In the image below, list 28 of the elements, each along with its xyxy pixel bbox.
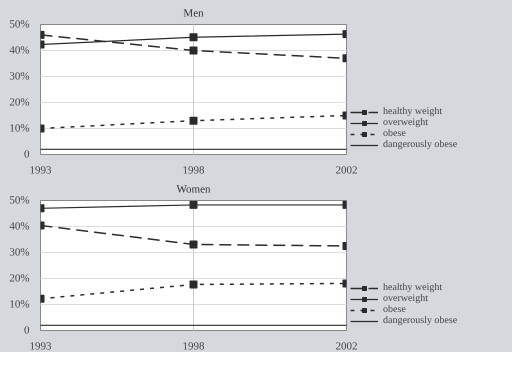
y-tick-label: 50% bbox=[9, 18, 30, 30]
legend-label: dangerously obese bbox=[383, 315, 458, 326]
legend-label: overweight bbox=[383, 293, 428, 304]
y-tick-label: 20% bbox=[9, 272, 30, 284]
x-tick-label: 2002 bbox=[336, 340, 358, 352]
x-tick-label: 2002 bbox=[336, 164, 358, 176]
y-tick-label: 40% bbox=[9, 44, 30, 56]
y-tick-label: 10% bbox=[9, 122, 30, 134]
y-tick-label: 50% bbox=[9, 194, 30, 206]
y-tick-label: 10% bbox=[9, 298, 30, 310]
y-tick-label: 20% bbox=[9, 96, 30, 108]
x-tick-label: 1998 bbox=[182, 340, 205, 352]
legend-label: healthy weight bbox=[383, 282, 442, 293]
y-tick-label: 0 bbox=[24, 324, 30, 336]
legend-label: obese bbox=[383, 304, 406, 315]
x-tick-label: 1993 bbox=[30, 164, 52, 176]
x-tick-label: 1998 bbox=[182, 164, 205, 176]
y-tick-label: 30% bbox=[9, 70, 30, 82]
y-tick-label: 30% bbox=[9, 246, 30, 258]
chart-title: Women bbox=[176, 184, 211, 196]
y-tick-label: 0 bbox=[24, 148, 30, 160]
legend-label: obese bbox=[383, 128, 406, 139]
chart-title: Men bbox=[183, 8, 204, 20]
legend-label: dangerously obese bbox=[383, 139, 458, 150]
legend-label: overweight bbox=[383, 117, 428, 128]
legend-label: healthy weight bbox=[383, 106, 442, 117]
y-tick-label: 40% bbox=[9, 220, 30, 232]
x-tick-label: 1993 bbox=[30, 340, 52, 352]
